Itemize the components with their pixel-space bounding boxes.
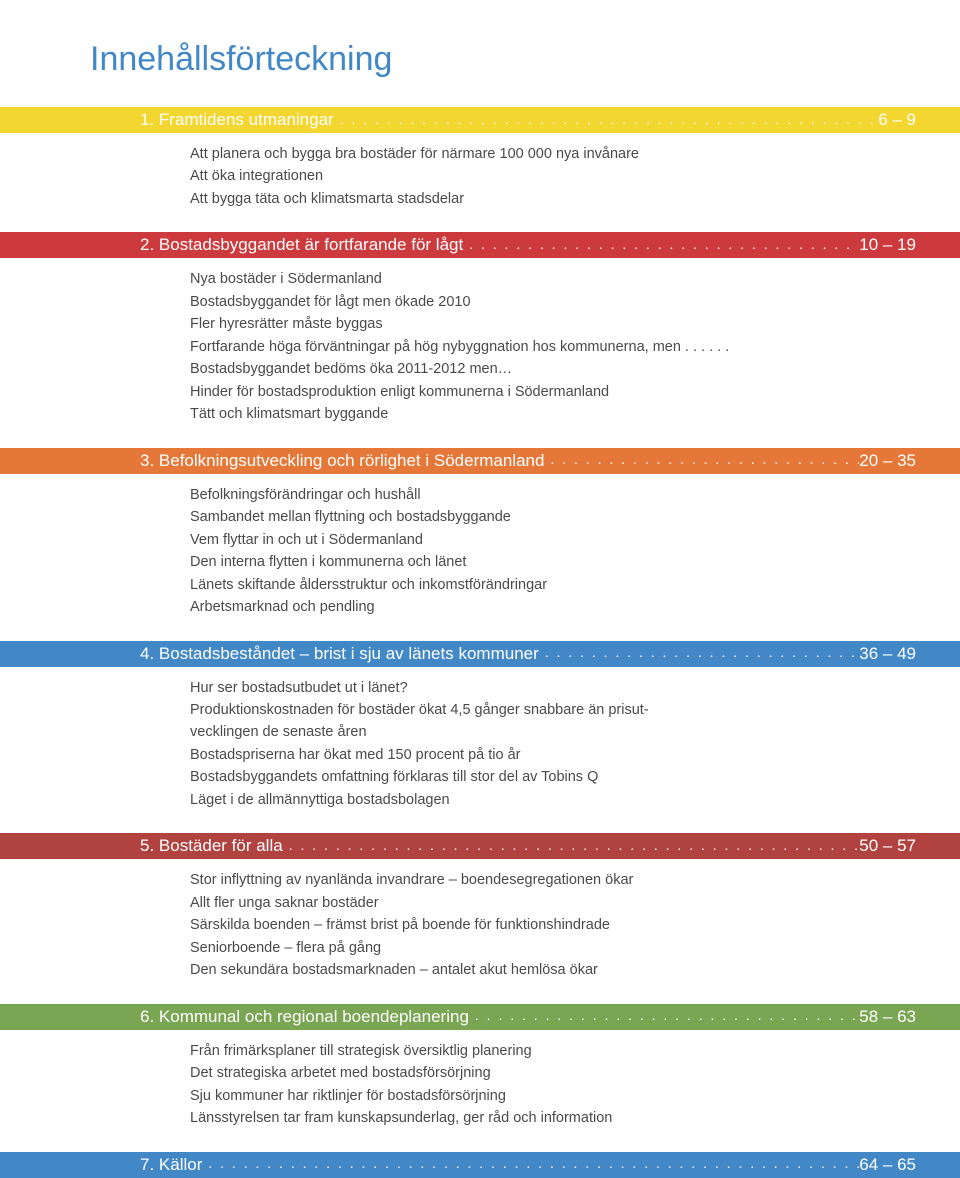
toc-subitem: Bostadsbyggandets omfattning förklaras t…	[190, 766, 870, 788]
toc-section-title: 1. Framtidens utmaningar	[140, 110, 334, 130]
toc-section-pages: 64 – 65	[859, 1155, 916, 1175]
toc-subitem: Bostadspriserna har ökat med 150 procent…	[190, 744, 870, 766]
toc-subitem: Nya bostäder i Södermanland	[190, 268, 870, 290]
toc-leader-dots: . . . . . . . . . . . . . . . . . . . . …	[334, 111, 878, 130]
toc-section: 6. Kommunal och regional boendeplanering…	[90, 1004, 870, 1148]
toc-section-pages: 10 – 19	[859, 235, 916, 255]
toc-subitems: Stor inflyttning av nyanlända invandrare…	[90, 859, 870, 999]
toc-subitems: Att planera och bygga bra bostäder för n…	[90, 133, 870, 228]
toc-section: 7. Källor . . . . . . . . . . . . . . . …	[90, 1152, 870, 1178]
toc-section-pages: 58 – 63	[859, 1007, 916, 1027]
toc-subitem: Bostadsbyggandet bedöms öka 2011-2012 me…	[190, 358, 870, 380]
toc-subitem: Vem flyttar in och ut i Södermanland	[190, 529, 870, 551]
toc-subitem: Särskilda boenden – främst brist på boen…	[190, 914, 870, 936]
toc-subitems: Nya bostäder i SödermanlandBostadsbyggan…	[90, 258, 870, 443]
toc-section-title: 7. Källor	[140, 1155, 202, 1175]
toc-section-title: 6. Kommunal och regional boendeplanering	[140, 1007, 469, 1027]
toc-subitem: Sambandet mellan flyttning och bostadsby…	[190, 506, 870, 528]
toc-section: 2. Bostadsbyggandet är fortfarande för l…	[90, 232, 870, 443]
toc-subitem: Länets skiftande åldersstruktur och inko…	[190, 574, 870, 596]
toc-section-pages: 50 – 57	[859, 836, 916, 856]
toc-subitem: Fler hyresrätter måste byggas	[190, 313, 870, 335]
toc-section-band: 5. Bostäder för alla . . . . . . . . . .…	[0, 833, 960, 859]
toc-subitem: Att öka integrationen	[190, 165, 870, 187]
toc-section-band: 6. Kommunal och regional boendeplanering…	[0, 1004, 960, 1030]
toc-section-title: 2. Bostadsbyggandet är fortfarande för l…	[140, 235, 463, 255]
toc-subitem: Den interna flytten i kommunerna och län…	[190, 551, 870, 573]
toc-subitem: Stor inflyttning av nyanlända invandrare…	[190, 869, 870, 891]
toc-subitem: Från frimärksplaner till strategisk över…	[190, 1040, 870, 1062]
toc-leader-dots: . . . . . . . . . . . . . . . . . . . . …	[463, 236, 859, 255]
toc-section-pages: 6 – 9	[878, 110, 916, 130]
toc-leader-dots: . . . . . . . . . . . . . . . . . . . . …	[202, 1155, 859, 1174]
toc-section-pages: 36 – 49	[859, 644, 916, 664]
toc-section-band: 3. Befolkningsutveckling och rörlighet i…	[0, 448, 960, 474]
toc-section-pages: 20 – 35	[859, 451, 916, 471]
toc-leader-dots: . . . . . . . . . . . . . . . . . . . . …	[544, 451, 859, 470]
toc-subitem: Hur ser bostadsutbudet ut i länet?	[190, 677, 870, 699]
toc-section-band: 2. Bostadsbyggandet är fortfarande för l…	[0, 232, 960, 258]
toc-section: 3. Befolkningsutveckling och rörlighet i…	[90, 448, 870, 637]
toc-section-title: 4. Bostadsbeståndet – brist i sju av län…	[140, 644, 539, 664]
toc-subitem: Att bygga täta och klimatsmarta stadsdel…	[190, 188, 870, 210]
toc-subitem: Seniorboende – flera på gång	[190, 937, 870, 959]
toc-section: 1. Framtidens utmaningar . . . . . . . .…	[90, 107, 870, 228]
toc-section-title: 3. Befolkningsutveckling och rörlighet i…	[140, 451, 544, 471]
toc-subitem: Fortfarande höga förväntningar på hög ny…	[190, 336, 870, 358]
toc-section-band: 7. Källor . . . . . . . . . . . . . . . …	[0, 1152, 960, 1178]
toc-leader-dots: . . . . . . . . . . . . . . . . . . . . …	[283, 837, 860, 856]
toc-section-title: 5. Bostäder för alla	[140, 836, 283, 856]
toc-subitem: Länsstyrelsen tar fram kunskapsunderlag,…	[190, 1107, 870, 1129]
toc-subitem: Tätt och klimatsmart byggande	[190, 403, 870, 425]
toc-subitems: Hur ser bostadsutbudet ut i länet?Produk…	[90, 667, 870, 830]
toc-subitems: Befolkningsförändringar och hushållSamba…	[90, 474, 870, 637]
toc-section-band: 1. Framtidens utmaningar . . . . . . . .…	[0, 107, 960, 133]
toc-subitem: Läget i de allmännyttiga bostadsbolagen	[190, 789, 870, 811]
toc-subitem: vecklingen de senaste åren	[190, 721, 870, 743]
toc-subitem: Sju kommuner har riktlinjer för bostadsf…	[190, 1085, 870, 1107]
toc-subitem: Allt fler unga saknar bostäder	[190, 892, 870, 914]
toc-leader-dots: . . . . . . . . . . . . . . . . . . . . …	[469, 1007, 859, 1026]
toc-subitem: Hinder för bostadsproduktion enligt komm…	[190, 381, 870, 403]
toc-section: 5. Bostäder för alla . . . . . . . . . .…	[90, 833, 870, 999]
toc-subitem: Den sekundära bostadsmarknaden – antalet…	[190, 959, 870, 981]
toc-subitem: Att planera och bygga bra bostäder för n…	[190, 143, 870, 165]
toc-subitems: Från frimärksplaner till strategisk över…	[90, 1030, 870, 1148]
toc-leader-dots: . . . . . . . . . . . . . . . . . . . . …	[539, 644, 860, 663]
toc-subitem: Arbetsmarknad och pendling	[190, 596, 870, 618]
page-title: Innehållsförteckning	[90, 40, 870, 79]
toc-section-band: 4. Bostadsbeståndet – brist i sju av län…	[0, 641, 960, 667]
toc-subitem: Befolkningsförändringar och hushåll	[190, 484, 870, 506]
toc-subitem: Bostadsbyggandet för lågt men ökade 2010	[190, 291, 870, 313]
toc-subitem: Produktionskostnaden för bostäder ökat 4…	[190, 699, 870, 721]
toc-subitem: Det strategiska arbetet med bostadsförsö…	[190, 1062, 870, 1084]
toc-section: 4. Bostadsbeståndet – brist i sju av län…	[90, 641, 870, 830]
